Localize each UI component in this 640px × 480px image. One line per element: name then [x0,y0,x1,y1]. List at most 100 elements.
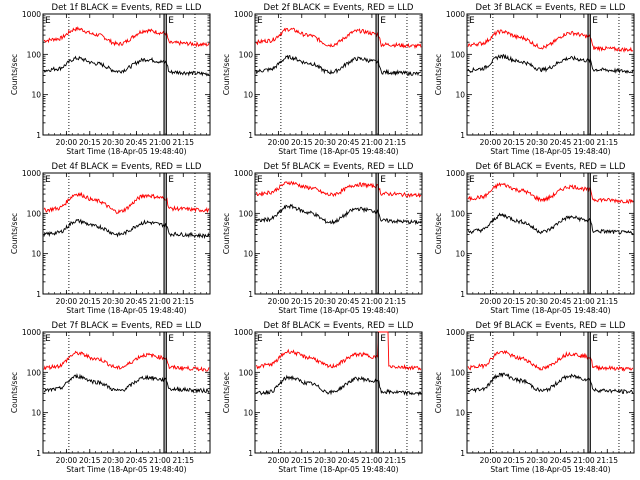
series-line-events [255,203,422,226]
marker-label-left: E [257,175,263,185]
y-tick-label: 100 [27,209,42,218]
y-tick-label: 10 [455,250,465,259]
y-tick-label: 10 [31,91,41,100]
y-tick-label: 1 [248,449,253,458]
plot-frame [466,331,635,454]
y-tick-label: 100 [451,209,466,218]
x-tick-label: 20:00 [56,138,78,147]
y-axis-label: Counts/sec [434,54,443,95]
series-line-lld [43,26,210,48]
y-tick-label: 1 [36,290,41,299]
y-tick-label: 10 [31,409,41,418]
y-tick-label: 1 [248,290,253,299]
x-tick-label: 20:45 [126,297,148,306]
chart-panel-4: Det 4f BLACK = Events, RED = LLD 1 10 100 10… [10,162,211,315]
marker-label-left: E [469,16,475,26]
x-axis-label: Start Time (18-Apr-05 19:48:40) [490,465,610,474]
x-tick-label: 20:00 [56,297,78,306]
x-axis-label: Start Time (18-Apr-05 19:48:40) [278,465,398,474]
marker-label-right: E [380,334,386,344]
x-tick-label: 20:00 [268,456,290,465]
x-tick-label: 20:30 [102,138,124,147]
y-tick-label: 10 [243,91,253,100]
x-axis-label: Start Time (18-Apr-05 19:48:40) [490,147,610,156]
x-tick-label: 21:15 [596,138,618,147]
y-tick-label: 1000 [234,10,253,19]
x-tick-label: 20:15 [291,456,313,465]
marker-label-left: E [45,175,51,185]
x-tick-label: 20:00 [268,138,290,147]
y-tick-label: 100 [27,368,42,377]
chart-title: Det 9f BLACK = Events, RED = LLD [476,321,626,331]
x-tick-label: 20:15 [503,456,525,465]
x-tick-label: 20:00 [480,297,502,306]
marker-label-left: E [45,16,51,26]
x-tick-label: 21:00 [573,297,595,306]
x-tick-label: 20:30 [526,297,548,306]
x-axis-label: Start Time (18-Apr-05 19:48:40) [66,465,186,474]
x-tick-label: 21:15 [172,456,194,465]
series-line-events [43,373,210,394]
chart-panel-2: Det 2f BLACK = Events, RED = LLD 1 10 100 10… [222,3,423,156]
series-line-events [43,55,210,77]
y-tick-label: 10 [243,409,253,418]
x-tick-label: 20:45 [550,297,572,306]
x-tick-label: 20:15 [79,138,101,147]
series-line-events [255,374,422,397]
x-tick-label: 21:00 [149,297,171,306]
plot-frame [42,331,211,454]
plot-frame [466,172,635,295]
chart-panel-7: Det 7f BLACK = Events, RED = LLD 1 10 100 10… [10,321,211,474]
series-line-events [43,218,210,240]
x-tick-label: 21:00 [361,297,383,306]
x-tick-label: 21:15 [384,456,406,465]
marker-label-right: E [168,175,174,185]
y-tick-label: 1 [460,131,465,140]
chart-title: Det 6f BLACK = Events, RED = LLD [476,162,626,172]
y-tick-label: 100 [239,50,254,59]
chart-panel-8: Det 8f BLACK = Events, RED = LLD 1 10 100 10… [222,321,423,474]
y-tick-label: 1 [460,290,465,299]
x-tick-label: 20:30 [526,138,548,147]
chart-panel-6: Det 6f BLACK = Events, RED = LLD 1 10 100 10… [434,162,635,315]
x-tick-label: 20:15 [79,456,101,465]
x-tick-label: 20:15 [291,297,313,306]
x-tick-label: 20:45 [550,456,572,465]
x-tick-label: 21:00 [361,138,383,147]
series-line-lld [467,349,634,372]
series-line-lld [43,350,210,372]
x-tick-label: 20:15 [291,138,313,147]
chart-panel-9: Det 9f BLACK = Events, RED = LLD 1 10 100 10… [434,321,635,474]
y-tick-label: 1000 [446,328,465,337]
x-tick-label: 20:30 [102,456,124,465]
x-tick-label: 20:00 [480,456,502,465]
series-line-lld [43,191,210,215]
marker-label-right: E [168,334,174,344]
x-tick-label: 21:15 [172,297,194,306]
x-tick-label: 20:45 [126,456,148,465]
x-axis-label: Start Time (18-Apr-05 19:48:40) [490,306,610,315]
y-axis-label: Counts/sec [10,372,19,413]
y-tick-label: 10 [31,250,41,259]
x-tick-label: 20:45 [338,456,360,465]
x-tick-label: 20:30 [314,456,336,465]
chart-title: Det 1f BLACK = Events, RED = LLD [52,3,202,13]
x-tick-label: 20:45 [338,297,360,306]
x-tick-label: 20:45 [126,138,148,147]
x-tick-label: 20:00 [268,297,290,306]
marker-label-right: E [592,334,598,344]
x-tick-label: 20:30 [314,297,336,306]
x-axis-label: Start Time (18-Apr-05 19:48:40) [278,306,398,315]
y-tick-label: 1000 [22,328,41,337]
y-tick-label: 100 [239,209,254,218]
series-line-events [467,212,634,236]
y-axis-label: Counts/sec [222,213,231,254]
x-tick-label: 20:15 [503,138,525,147]
chart-panel-3: Det 3f BLACK = Events, RED = LLD 1 10 100 10… [434,3,635,156]
plot-frame [42,13,211,136]
marker-label-right: E [168,16,174,26]
chart-panel-5: Det 5f BLACK = Events, RED = LLD 1 10 100 10… [222,162,423,315]
x-tick-label: 21:15 [172,138,194,147]
y-tick-label: 1000 [22,169,41,178]
